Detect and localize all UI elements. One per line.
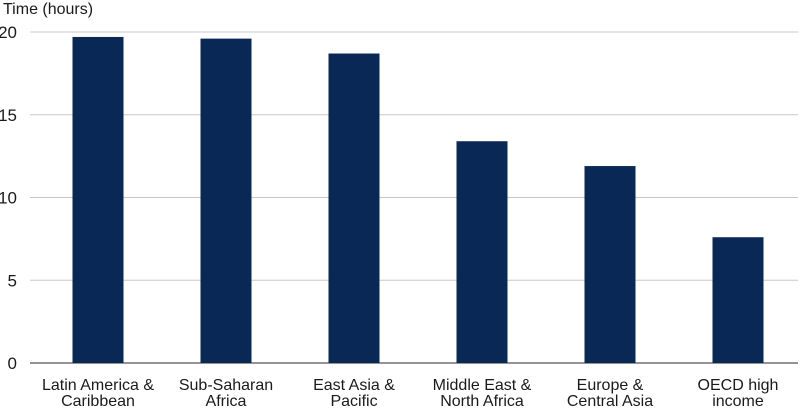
bar	[712, 237, 764, 363]
x-tick-label: Africa	[206, 393, 247, 410]
x-tick-label: income	[712, 393, 764, 410]
y-tick-label: 15	[0, 106, 17, 125]
bar	[328, 53, 380, 363]
x-axis-labels: Latin America &Caribbean Sub-SaharanAfric…	[42, 377, 778, 410]
gridlines	[30, 31, 798, 364]
x-tick-label: Caribbean	[61, 393, 135, 410]
x-tick-label: Sub-Saharan	[179, 377, 273, 394]
x-tick-label: North Africa	[440, 393, 524, 410]
x-tick-label: Europe &	[577, 377, 644, 394]
y-axis-title: Time (hours)	[3, 1, 93, 18]
bar	[72, 36, 124, 364]
x-tick-label: Central Asia	[567, 393, 653, 410]
x-tick-label: East Asia &	[313, 377, 395, 394]
bar	[584, 166, 636, 363]
x-tick-label: Latin America &	[42, 377, 154, 394]
y-tick-label: 0	[8, 354, 17, 373]
x-tick-label: OECD high	[698, 377, 779, 394]
y-axis-ticks: 0 5 10 15 20	[0, 23, 17, 373]
x-tick-label: Middle East &	[433, 377, 532, 394]
y-tick-label: 20	[0, 23, 17, 42]
y-tick-label: 10	[0, 189, 17, 208]
bars	[72, 36, 764, 364]
bar	[200, 38, 252, 364]
x-tick-label: Pacific	[330, 393, 377, 410]
y-tick-label: 5	[8, 271, 17, 290]
bar	[456, 141, 508, 363]
